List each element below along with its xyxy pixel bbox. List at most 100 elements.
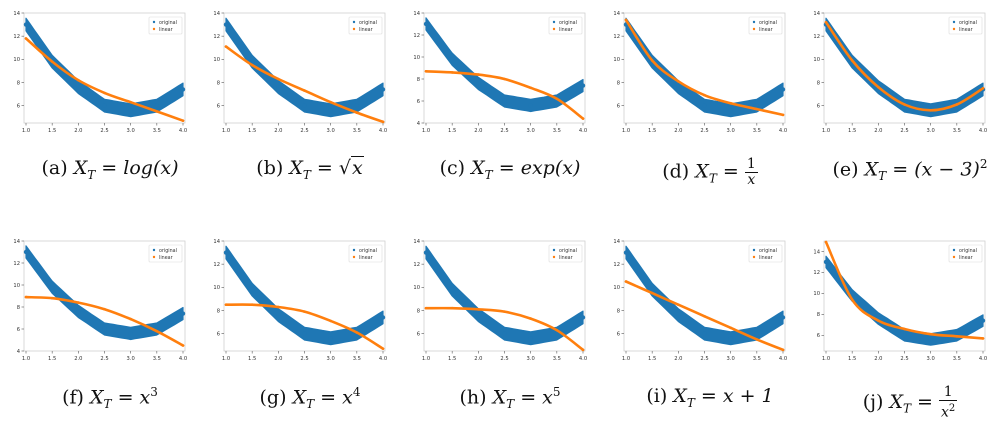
legend-box [948, 16, 983, 35]
original-point [180, 311, 186, 316]
y-tick-label: 4 [417, 121, 421, 127]
original-point [380, 315, 386, 320]
y-tick-label: 8 [17, 80, 20, 86]
y-tick-label: 6 [417, 331, 420, 337]
x-tick-label: 3.5 [953, 128, 961, 134]
x-tick-label: 2.5 [100, 128, 108, 134]
x-tick-label: 2.0 [674, 356, 682, 362]
x-tick-label: 2.0 [274, 356, 282, 362]
caption-equals: = [498, 157, 515, 179]
x-tick-label: 3.5 [153, 356, 161, 362]
legend-marker-original [152, 248, 156, 252]
y-tick-label: 6 [217, 331, 220, 337]
linear-point [529, 86, 532, 90]
x-tick-label: 4.0 [979, 356, 987, 362]
linear-point [24, 37, 28, 40]
linear-point [877, 319, 880, 322]
x-tick-label: 4.0 [379, 128, 387, 134]
subplot-panel: 1.0 1.5 2.0 2.5 3.0 3.5 4.0 6 8 10 12 14 original lin… [610, 238, 810, 418]
linear-point [729, 326, 732, 330]
caption-label: (j) [862, 390, 884, 413]
x-tick-label: 2.0 [74, 128, 82, 134]
y-tick-label: 8 [217, 80, 220, 86]
x-tick-label: 1.5 [248, 128, 256, 134]
linear-point [50, 296, 54, 300]
caption-exponent: 4 [352, 385, 361, 399]
linear-point [755, 107, 759, 111]
y-tick-label: 10 [213, 285, 220, 291]
y-tick-label: 10 [613, 57, 620, 63]
original-point [902, 333, 907, 338]
y-tick-label: 6 [217, 103, 220, 109]
x-tick-label: 3.5 [553, 128, 561, 134]
x-tick-label: 2.5 [700, 128, 708, 134]
subplot-caption: (b) XT = √x [210, 156, 410, 182]
caption-subscript: T [708, 171, 717, 186]
subplot-caption: (h) XT = x5 [410, 385, 610, 411]
caption-exponent: 2 [979, 157, 988, 171]
original-point [502, 331, 507, 336]
y-tick-label: 12 [213, 34, 220, 40]
original-point [580, 83, 586, 88]
legend-marker-original [552, 248, 556, 252]
linear-point [103, 307, 106, 311]
y-tick-label: 6 [817, 103, 820, 109]
x-tick-label: 2.0 [674, 128, 682, 134]
linear-point [477, 73, 480, 76]
x-tick-label: 3.0 [327, 356, 335, 362]
linear-point [50, 60, 54, 63]
caption-equals: = [101, 157, 118, 179]
subplot-chart: 1.0 1.5 2.0 2.5 3.0 3.5 4.0 6 8 10 12 14 originallin… [813, 11, 987, 134]
subplot-chart: 1.0 1.5 2.0 2.5 3.0 3.5 4.0 6 8 10 12 14 originallin… [13, 11, 187, 134]
original-point [702, 331, 707, 336]
x-tick-label: 1.0 [822, 356, 830, 362]
y-tick-label: 14 [413, 239, 420, 245]
y-tick-label: 6 [17, 103, 20, 109]
x-tick-label: 3.0 [727, 128, 735, 134]
original-point [276, 84, 281, 90]
legend-marker-original [352, 248, 356, 252]
original-point [528, 336, 533, 341]
linear-point [850, 59, 854, 62]
y-tick-label: 12 [13, 34, 20, 40]
caption-variable: X [492, 386, 507, 409]
legend-box [948, 244, 983, 263]
y-tick-label: 12 [813, 270, 820, 276]
caption-variable: X [864, 158, 879, 181]
x-tick-label: 1.0 [222, 128, 230, 134]
y-tick-label: 10 [813, 291, 820, 297]
y-tick-label: 12 [413, 262, 420, 268]
y-tick-label: 14 [213, 11, 220, 17]
linear-point [355, 331, 359, 334]
original-point [649, 287, 655, 292]
y-tick-label: 12 [613, 262, 620, 268]
legend-marker-linear [352, 255, 356, 259]
y-tick-label: 10 [813, 57, 820, 63]
original-point [380, 87, 386, 92]
original-point [328, 336, 333, 341]
legend-label-original: original [559, 20, 577, 26]
x-tick-label: 3.5 [753, 128, 761, 134]
x-tick-label: 1.5 [48, 128, 56, 134]
legend-marker-original [152, 20, 156, 24]
caption-equals: = [892, 158, 909, 181]
original-point [154, 103, 160, 108]
linear-point [824, 20, 828, 24]
caption-expression: x + 1 [722, 385, 774, 407]
y-tick-label: 12 [213, 262, 220, 268]
original-point [554, 331, 560, 336]
legend-marker-original [752, 248, 756, 252]
linear-point [77, 301, 80, 304]
original-point [23, 22, 29, 27]
original-point [502, 98, 507, 104]
original-point [354, 103, 360, 108]
x-tick-label: 2.5 [500, 356, 508, 362]
caption-variable: X [695, 160, 709, 183]
legend-box [748, 16, 783, 35]
linear-point [981, 86, 985, 90]
denominator-variable: x [941, 404, 949, 421]
linear-point [781, 113, 785, 117]
y-tick-label: 14 [13, 11, 20, 17]
legend-label-original: original [359, 248, 377, 254]
